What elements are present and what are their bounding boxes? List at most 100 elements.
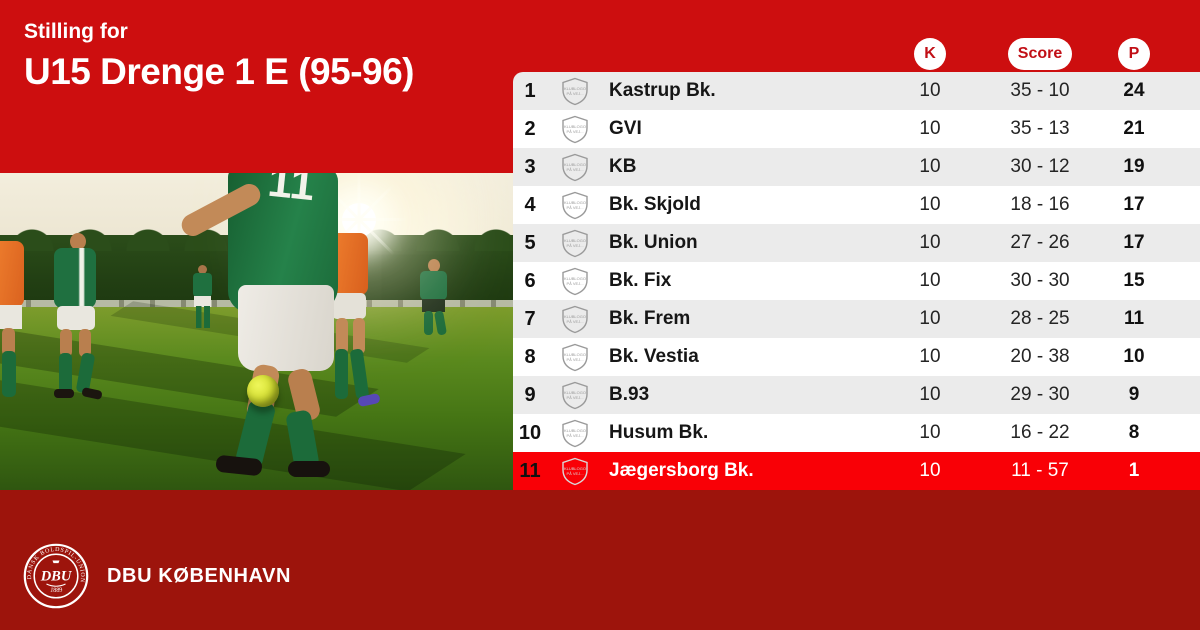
position-cell: 10: [518, 421, 542, 444]
column-badge-k: K: [914, 38, 946, 70]
points-cell: 17: [1123, 194, 1145, 215]
logo-center-text: DBU: [40, 569, 73, 585]
logo-crown: [52, 560, 60, 564]
player-part: [353, 318, 365, 354]
club-shield-placeholder-icon: KLUBLOGO PÅ VEJ...: [560, 305, 590, 334]
position-cell: 3: [524, 155, 536, 178]
player-part: [422, 299, 445, 312]
score-cell: 27 - 26: [1010, 232, 1070, 253]
player-part: [54, 248, 96, 308]
matches-cell: 10: [919, 422, 941, 443]
player-part: [60, 329, 72, 357]
score-cell: 30 - 30: [1010, 270, 1070, 291]
shield-icon: [562, 115, 588, 143]
shield-placeholder-text: KLUBLOGO PÅ VEJ...: [563, 123, 586, 134]
club-shield-placeholder-icon: KLUBLOGO PÅ VEJ...: [560, 77, 590, 106]
position-cell: 2: [524, 117, 536, 140]
football: [247, 375, 279, 407]
shield-icon: [562, 457, 588, 485]
club-logo-cell: KLUBLOGO PÅ VEJ...: [547, 153, 603, 182]
score-cell: 20 - 38: [1010, 346, 1070, 367]
team-name-cell: Bk. Frem: [609, 308, 691, 329]
table-row: 9 KLUBLOGO PÅ VEJ... B.93 10 29 - 30 9: [513, 376, 1200, 414]
player-part: [54, 389, 74, 398]
shield-icon: [562, 153, 588, 181]
player-part: [0, 305, 22, 329]
score-cell: 28 - 25: [1010, 308, 1070, 329]
brand-name: DBU KØBENHAVN: [107, 564, 292, 587]
shield-placeholder-text: KLUBLOGO PÅ VEJ...: [563, 275, 586, 286]
matches-cell: 10: [919, 156, 941, 177]
header: Stilling for U15 Drenge 1 E (95-96): [24, 20, 415, 93]
matches-cell: 10: [919, 346, 941, 367]
table-row: 2 KLUBLOGO PÅ VEJ... GVI 10 35 - 13 21: [513, 110, 1200, 148]
logo-year: 1889: [50, 586, 63, 594]
club-shield-placeholder-icon: KLUBLOGO PÅ VEJ...: [560, 191, 590, 220]
points-cell: 21: [1123, 118, 1145, 139]
svg-text:1889: 1889: [50, 586, 63, 594]
club-logo-cell: KLUBLOGO PÅ VEJ...: [547, 267, 603, 296]
shield-placeholder-text: KLUBLOGO PÅ VEJ...: [563, 351, 586, 362]
shield-icon: [562, 267, 588, 295]
team-name-cell: Bk. Union: [609, 232, 698, 253]
player-part: [59, 353, 72, 393]
player-part: [424, 311, 433, 335]
shield-icon: [562, 343, 588, 371]
footer: DANSK BOLDSPIL-UNION 1889 DBU DBU KØBENH…: [23, 543, 291, 609]
shield-icon: [562, 305, 588, 333]
matches-cell: 10: [919, 232, 941, 253]
club-logo-cell: KLUBLOGO PÅ VEJ...: [547, 115, 603, 144]
player-part: [420, 271, 447, 300]
points-cell: 10: [1123, 346, 1145, 367]
position-cell: 9: [524, 383, 536, 406]
club-shield-placeholder-icon: KLUBLOGO PÅ VEJ...: [560, 381, 590, 410]
club-logo-cell: KLUBLOGO PÅ VEJ...: [547, 419, 603, 448]
club-shield-placeholder-icon: KLUBLOGO PÅ VEJ...: [560, 267, 590, 296]
dbu-logo: DANSK BOLDSPIL-UNION 1889 DBU: [23, 543, 89, 609]
points-cell: 17: [1123, 232, 1145, 253]
column-badge-p: P: [1118, 38, 1150, 70]
club-logo-cell: KLUBLOGO PÅ VEJ...: [547, 191, 603, 220]
match-photo: 11: [0, 173, 513, 490]
team-name-cell: B.93: [609, 384, 650, 405]
shield-placeholder-text: KLUBLOGO PÅ VEJ...: [563, 237, 586, 248]
club-logo-cell: KLUBLOGO PÅ VEJ...: [547, 381, 603, 410]
column-badge-score: Score: [1008, 38, 1072, 70]
table-row: 4 KLUBLOGO PÅ VEJ... Bk. Skjold 10 18 - …: [513, 186, 1200, 224]
score-cell: 29 - 30: [1010, 384, 1070, 405]
score-cell: 11 - 57: [1011, 460, 1069, 481]
shield-placeholder-text: KLUBLOGO PÅ VEJ...: [563, 199, 586, 210]
matches-cell: 10: [919, 384, 941, 405]
shield-placeholder-text: KLUBLOGO PÅ VEJ...: [563, 389, 586, 400]
club-shield-placeholder-icon: KLUBLOGO PÅ VEJ...: [560, 229, 590, 258]
player-bib-left: [0, 241, 24, 307]
table-row: 3 KLUBLOGO PÅ VEJ... KB 10 30 - 12 19: [513, 148, 1200, 186]
matches-cell: 10: [919, 460, 941, 481]
player-part: [288, 461, 330, 477]
matches-cell: 10: [919, 308, 941, 329]
team-name-cell: Kastrup Bk.: [609, 80, 716, 101]
logo-flourish: [46, 583, 66, 587]
matches-cell: 10: [919, 118, 941, 139]
player-part: [196, 306, 210, 328]
club-logo-cell: KLUBLOGO PÅ VEJ...: [547, 77, 603, 106]
shield-icon: [562, 191, 588, 219]
points-cell: 24: [1123, 80, 1145, 101]
player-distant: [198, 265, 207, 274]
shield-placeholder-text: KLUBLOGO PÅ VEJ...: [563, 465, 586, 476]
player-part: [335, 349, 348, 399]
position-cell: 7: [524, 307, 536, 330]
player-part: [238, 285, 334, 371]
matches-cell: 10: [919, 80, 941, 101]
player-part: [336, 318, 348, 354]
header-kicker: Stilling for: [24, 20, 128, 43]
table-row: 6 KLUBLOGO PÅ VEJ... Bk. Fix 10 30 - 30 …: [513, 262, 1200, 300]
score-cell: 35 - 13: [1010, 118, 1070, 139]
points-cell: 11: [1123, 308, 1145, 329]
club-shield-placeholder-icon: KLUBLOGO PÅ VEJ...: [560, 343, 590, 372]
table-row: 10 KLUBLOGO PÅ VEJ... Husum Bk. 10 16 - …: [513, 414, 1200, 452]
team-name-cell: GVI: [609, 118, 642, 139]
score-cell: 35 - 10: [1010, 80, 1070, 101]
player-left: [70, 233, 86, 250]
